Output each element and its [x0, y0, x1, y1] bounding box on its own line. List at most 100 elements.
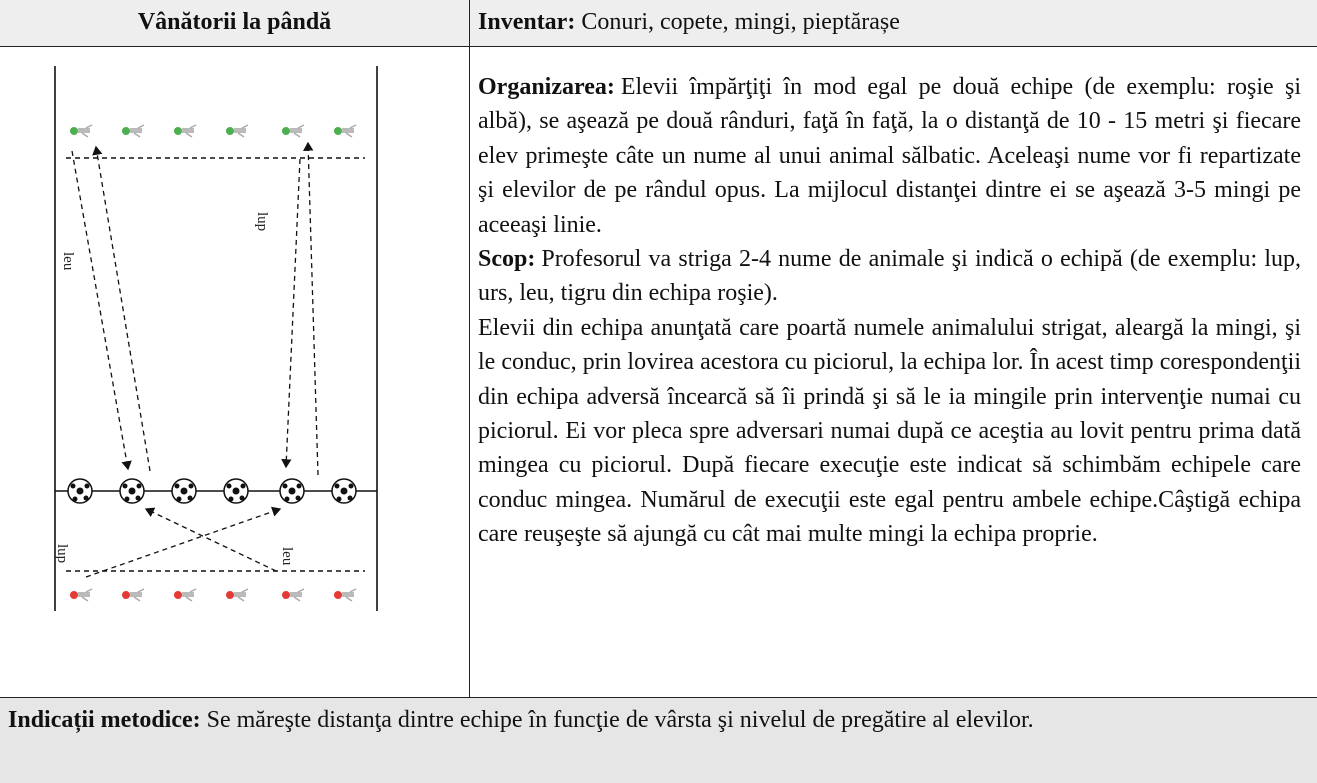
activity-title: Vânătorii la pândă [138, 9, 331, 35]
player-body [182, 128, 194, 133]
ball-patch [335, 484, 340, 489]
player-body [130, 592, 142, 597]
ball-patch [283, 484, 288, 489]
ball-patch [84, 496, 89, 501]
ball-patch [240, 496, 245, 501]
player-arm [346, 133, 352, 137]
ball-patch [181, 488, 188, 495]
diagram-label: lup [254, 212, 270, 231]
paragraph: Elevii din echipa anunţată care poartă n… [478, 311, 1301, 552]
run-arrow [308, 143, 318, 475]
ball-patch [349, 484, 354, 489]
player-arm [298, 125, 304, 128]
run-arrow [96, 147, 150, 471]
run-arrow [72, 151, 128, 469]
player-body [234, 128, 246, 133]
player-arm [138, 125, 144, 128]
player-head [282, 591, 290, 599]
ball-patch [71, 484, 76, 489]
paragraph-label: Scop: [478, 246, 535, 272]
run-arrow [146, 509, 276, 571]
description-cell: Organizarea:Elevii împărţiţi în mod egal… [470, 47, 1317, 697]
ball-patch [337, 497, 342, 502]
player-icon [334, 125, 356, 137]
player-body [290, 592, 302, 597]
ball-patch [189, 484, 194, 489]
player-arm [190, 125, 196, 128]
player-arm [298, 589, 304, 592]
player-head [334, 591, 342, 599]
player-head [282, 127, 290, 135]
inventory-text: Conuri, copete, mingi, pieptărașe [581, 9, 900, 35]
diagram-label: leu [60, 252, 76, 271]
ball-patch [129, 488, 136, 495]
player-icon [70, 125, 92, 137]
player-icon [226, 589, 248, 601]
notes-text: Se măreşte distanţa dintre echipe în fun… [207, 707, 1034, 733]
paragraph: Scop:Profesorul va striga 2-4 nume de an… [478, 242, 1301, 311]
paragraph: Organizarea:Elevii împărţiţi în mod egal… [478, 70, 1301, 242]
player-body [130, 128, 142, 133]
ball-patch [227, 484, 232, 489]
ball-patch [137, 484, 142, 489]
player-icon [122, 589, 144, 601]
player-body [78, 592, 90, 597]
ball-patch [348, 496, 353, 501]
ball-patch [77, 488, 84, 495]
ball-patch [233, 488, 240, 495]
methodical-notes: Indicații metodice:Se măreşte distanţa d… [0, 697, 1317, 783]
player-arm [186, 133, 192, 137]
player-arm [186, 597, 192, 601]
player-head [122, 127, 130, 135]
ball-icon [332, 479, 356, 503]
player-icon [122, 125, 144, 137]
player-head [174, 127, 182, 135]
player-icon [282, 589, 304, 601]
header-inventory-cell: Inventar:Conuri, copete, mingi, pieptăra… [470, 0, 1317, 47]
paragraph-text: Elevii din echipa anunţată care poartă n… [478, 315, 1301, 547]
player-head [122, 591, 130, 599]
player-body [78, 128, 90, 133]
player-icon [226, 125, 248, 137]
player-arm [82, 133, 88, 137]
paragraph-text: Profesorul va striga 2-4 nume de animale… [478, 246, 1301, 306]
player-head [226, 127, 234, 135]
player-arm [242, 589, 248, 592]
paragraph-label: Organizarea: [478, 74, 615, 100]
ball-patch [123, 484, 128, 489]
diagram-label: lup [54, 544, 70, 563]
ball-patch [229, 497, 234, 502]
player-arm [138, 589, 144, 592]
player-arm [294, 597, 300, 601]
ball-icon [120, 479, 144, 503]
player-body [290, 128, 302, 133]
ball-patch [175, 484, 180, 489]
ball-patch [296, 496, 301, 501]
ball-icon [68, 479, 92, 503]
player-arm [238, 597, 244, 601]
player-arm [238, 133, 244, 137]
ball-patch [341, 488, 348, 495]
header-title-cell: Vânătorii la pândă [0, 0, 470, 47]
player-head [334, 127, 342, 135]
player-arm [242, 125, 248, 128]
player-head [70, 591, 78, 599]
player-arm [190, 589, 196, 592]
player-arm [350, 125, 356, 128]
player-icon [70, 589, 92, 601]
ball-patch [188, 496, 193, 501]
ball-patch [297, 484, 302, 489]
player-arm [294, 133, 300, 137]
ball-patch [73, 497, 78, 502]
player-icon [174, 589, 196, 601]
player-head [226, 591, 234, 599]
run-arrow [86, 509, 280, 577]
player-arm [346, 597, 352, 601]
player-arm [134, 133, 140, 137]
player-head [174, 591, 182, 599]
diagram-cell: leu lup lup leu [0, 47, 470, 697]
player-body [342, 592, 354, 597]
ball-icon [172, 479, 196, 503]
ball-icon [224, 479, 248, 503]
ball-patch [125, 497, 130, 502]
